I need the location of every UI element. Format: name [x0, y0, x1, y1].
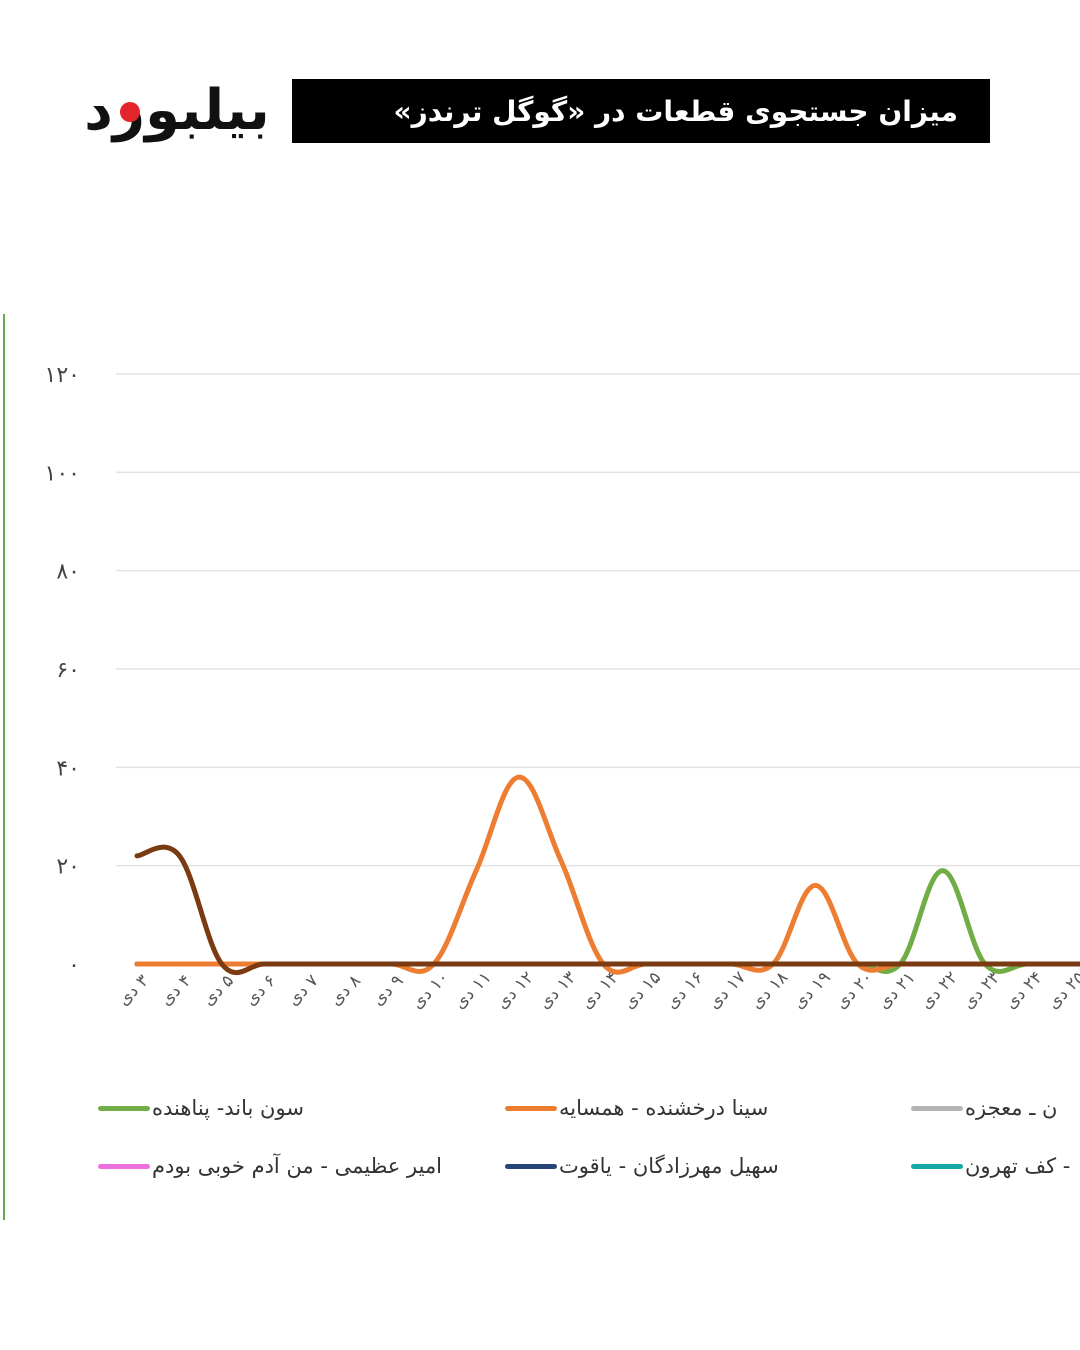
legend-swatch — [911, 1163, 963, 1169]
x-tick-label: ۶ دی — [241, 971, 280, 1010]
legend-label: سینا درخشنده - همسایه — [559, 1096, 769, 1120]
legend-swatch — [98, 1163, 150, 1169]
x-tick-label: ۳ دی — [114, 971, 153, 1010]
legend-swatch — [911, 1105, 963, 1111]
y-tick-label: ۱۰۰ — [45, 461, 80, 486]
x-tick-label: ۷ دی — [283, 971, 322, 1010]
x-tick-label: ۱۶ دی — [662, 968, 708, 1014]
chart-frame-border — [3, 314, 5, 1220]
logo-text: بیلبورد — [84, 78, 272, 143]
legend-item-amir-azimi: امیر عظیمی - من آدم خوبی بودم — [98, 1146, 442, 1186]
x-tick-label: ۵ دی — [199, 971, 238, 1010]
x-tick-label: ۱۹ دی — [789, 968, 835, 1014]
chart-title: میزان جستجوی قطعات در «گوگل ترندز» — [393, 94, 959, 128]
legend-label: سهیل مهرزادگان - یاقوت — [559, 1154, 779, 1178]
legend-label: امیر عظیمی - من آدم خوبی بودم — [152, 1154, 443, 1178]
series-line — [134, 868, 1080, 974]
x-tick-label: ۱۷ دی — [704, 968, 750, 1014]
x-tick-label: ۲۲ دی — [916, 968, 962, 1014]
x-tick-label: ۱۳ دی — [535, 968, 581, 1014]
legend-item-kaf-tehroon: - کف تهرون — [911, 1146, 1070, 1186]
x-tick-label: ۲۰ دی — [831, 968, 877, 1014]
legend-label: سون باند- پناهنده — [152, 1096, 304, 1120]
legend-label: - کف تهرون — [965, 1154, 1071, 1178]
legend-item-soon-band: سون باند- پناهنده — [98, 1088, 304, 1128]
legend-item-mojeze: ن ـ معجزه — [911, 1088, 1057, 1128]
x-tick-label: ۱۲ دی — [492, 968, 538, 1014]
logo-red-dot — [120, 102, 140, 122]
legend-label: ن ـ معجزه — [965, 1096, 1058, 1120]
line-chart: ۰ ۲۰ ۴۰ ۶۰ ۸۰ ۱۰۰ ۱۲۰ ۳ دی ۴ دی ۵ دی ۶ دی ۷ دی ۸ دی ۹… — [45, 363, 1080, 1014]
x-tick-label: ۹ دی — [368, 971, 407, 1010]
y-tick-label: ۲۰ — [56, 855, 80, 880]
x-tick-label: ۸ دی — [326, 971, 365, 1010]
y-tick-label: ۸۰ — [56, 560, 80, 585]
title-bar: میزان جستجوی قطعات در «گوگل ترندز» — [292, 79, 990, 143]
y-tick-label: ۰ — [68, 953, 80, 978]
chart-legend: سون باند- پناهنده سینا درخشنده - همسایه … — [0, 1086, 1080, 1196]
x-tick-label: ۱۱ دی — [450, 968, 496, 1014]
legend-item-sina-derakhshandeh: سینا درخشنده - همسایه — [505, 1088, 768, 1128]
x-tick-label: ۲۴ دی — [1001, 968, 1047, 1014]
y-tick-label: ۴۰ — [56, 756, 80, 781]
legend-swatch — [505, 1163, 557, 1169]
x-tick-label: ۲۱ دی — [874, 968, 920, 1014]
y-tick-label: ۶۰ — [56, 658, 80, 683]
x-tick-label: ۲۳ دی — [959, 968, 1005, 1014]
x-tick-label: ۱۸ دی — [747, 968, 793, 1014]
x-tick-label: ۴ دی — [156, 971, 195, 1010]
y-tick-label: ۱۲۰ — [45, 363, 80, 388]
x-tick-label: ۲۵ دی — [1043, 968, 1080, 1014]
legend-item-soheil-mehrzadegan: سهیل مهرزادگان - یاقوت — [505, 1146, 779, 1186]
billboard-logo: بیلبورد — [72, 74, 282, 148]
legend-swatch — [505, 1105, 557, 1111]
x-tick-label: ۱۰ دی — [407, 968, 453, 1014]
x-tick-label: ۱۵ دی — [619, 968, 665, 1014]
legend-swatch — [98, 1105, 150, 1111]
series-line — [134, 844, 1080, 976]
